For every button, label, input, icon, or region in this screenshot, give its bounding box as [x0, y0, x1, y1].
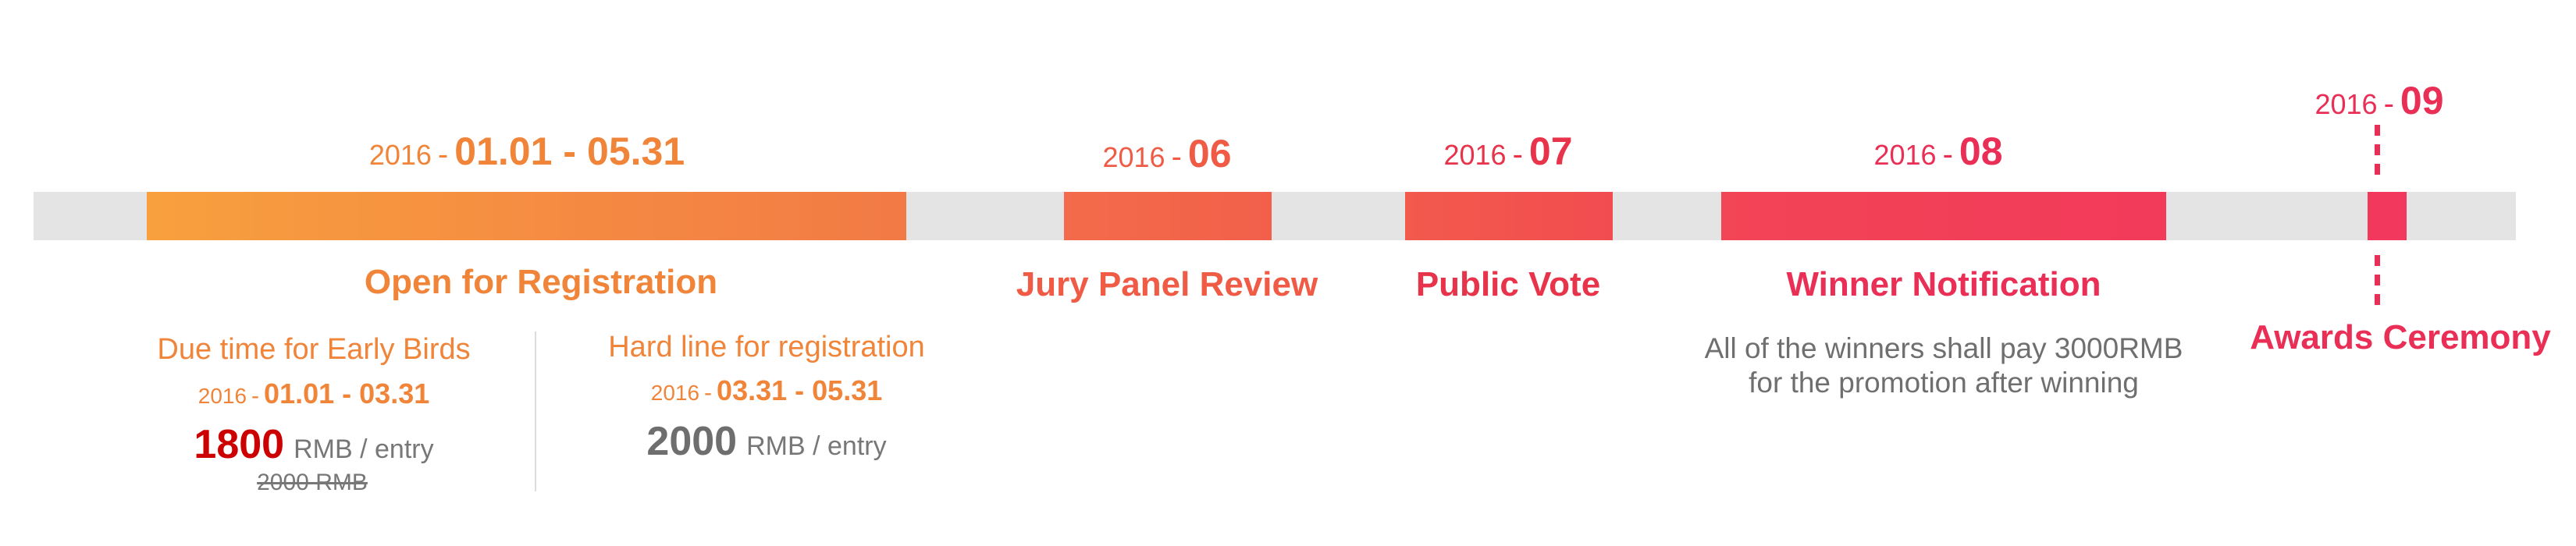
timeline-segment-registration: [147, 192, 906, 240]
phase-title-jury-review: Jury Panel Review: [1016, 265, 1318, 303]
block-divider: [535, 332, 536, 491]
phase-title-awards-ceremony: Awards Ceremony: [2250, 318, 2551, 356]
phase-date-public-vote: 2016-07: [1443, 129, 1573, 173]
phase-title-public-vote: Public Vote: [1415, 265, 1601, 303]
awards-connector-bottom: [2375, 255, 2386, 305]
phase-date-registration: 2016-01.01-05.31: [368, 129, 685, 173]
hard-line-date: 2016-03.31-05.31: [650, 374, 883, 406]
timeline-segment-winner-notification: [1721, 192, 2166, 240]
phase-date-awards-ceremony: 2016-09: [2314, 79, 2444, 122]
hard-line-heading: Hard line for registration: [608, 331, 925, 363]
early-bird-old-price: 2000 RMB: [257, 470, 368, 495]
phase-date-winner-notification: 2016-08: [1873, 129, 2003, 173]
timeline-segment-awards-ceremony: [2368, 192, 2407, 240]
timeline-segment-jury-review: [1064, 192, 1272, 240]
winner-payment-note: All of the winners shall pay 3000RMB for…: [1704, 332, 2183, 399]
phase-date-jury-review: 2016-06: [1102, 132, 1232, 176]
hard-line-price: 2000 RMB / entry: [646, 419, 887, 464]
phase-title-winner-notification: Winner Notification: [1786, 265, 2101, 303]
early-bird-price: 1800 RMB / entry: [194, 422, 434, 467]
phase-title-registration: Open for Registration: [364, 263, 718, 301]
timeline-segment-public-vote: [1405, 192, 1613, 240]
early-bird-date: 2016-01.01-03.31: [197, 378, 430, 410]
awards-connector-top: [2375, 125, 2386, 175]
early-bird-heading: Due time for Early Birds: [157, 333, 471, 366]
